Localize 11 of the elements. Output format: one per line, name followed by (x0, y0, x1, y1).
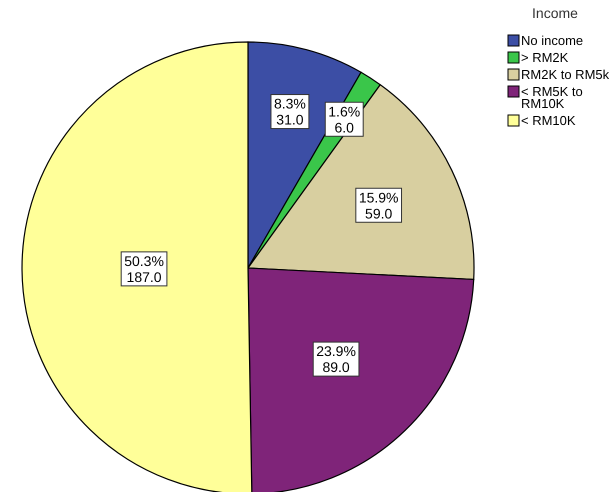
data-label: 23.9% 89.0 (316, 343, 356, 376)
data-label: 50.3% 187.0 (124, 252, 164, 285)
legend-title: Income (532, 5, 578, 21)
data-label: 8.3% 31.0 (274, 96, 306, 128)
data-label: 1.6% 6.0 (328, 103, 360, 136)
legend-label: No income (521, 33, 584, 48)
legend-label: < RM5K to RM10K (521, 84, 583, 111)
legend-label: RM2K to RM5k (521, 67, 609, 82)
data-label: 15.9% 59.0 (358, 189, 399, 222)
legend-label: < RM10K (521, 113, 576, 128)
legend-label: > RM2K (521, 50, 569, 65)
